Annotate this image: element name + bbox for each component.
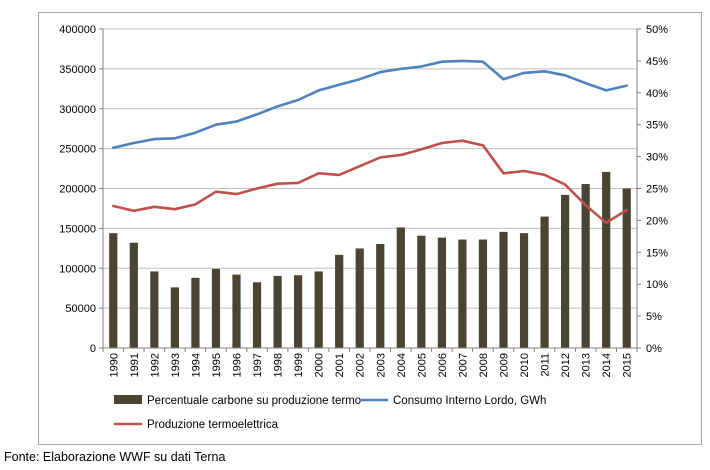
- bar: [191, 277, 200, 348]
- x-axis-tick-label: 1991: [129, 353, 141, 377]
- bar: [602, 171, 611, 348]
- right-axis-tick-label: 10%: [646, 279, 668, 291]
- bar: [417, 235, 426, 348]
- left-axis-tick-label: 400000: [59, 24, 96, 36]
- series-line: [112, 139, 629, 225]
- series-line: [112, 59, 629, 150]
- bar: [478, 239, 488, 348]
- label-layer: 0 50000 100000 150000 200000 250000 300000 3500…: [59, 24, 668, 377]
- x-axis-tick-label: 2005: [416, 353, 428, 377]
- x-axis-tick-label: 2014: [601, 353, 613, 377]
- x-axis-tick-label: 2008: [478, 353, 490, 377]
- right-axis-tick-label: 15%: [646, 247, 668, 259]
- bar: [437, 237, 446, 348]
- bar: [129, 242, 138, 348]
- left-axis-tick-label: 0: [90, 343, 96, 355]
- bar: [314, 271, 323, 348]
- bar: [540, 216, 549, 348]
- x-axis-tick-label: 2003: [375, 353, 387, 377]
- left-axis-tick-label: 250000: [59, 144, 96, 156]
- bar: [252, 282, 262, 348]
- x-axis-tick-label: 2009: [499, 353, 511, 377]
- bar: [622, 188, 631, 348]
- right-axis-tick-label: 35%: [646, 120, 668, 132]
- axis-layer: [99, 28, 641, 352]
- x-axis-tick-label: 2006: [437, 353, 449, 377]
- bar: [519, 233, 529, 348]
- left-axis-tick-label: 100000: [59, 263, 96, 275]
- bar: [294, 275, 303, 348]
- line-layer: [112, 59, 629, 225]
- right-axis-tick-label: 0%: [646, 343, 662, 355]
- x-axis-tick-label: 1994: [190, 353, 202, 377]
- right-axis-tick-label: 40%: [646, 88, 668, 100]
- right-axis-tick-label: 5%: [646, 311, 662, 323]
- bar: [561, 194, 570, 348]
- grid-layer: [103, 28, 637, 309]
- right-axis-tick-label: 50%: [646, 24, 668, 36]
- bar-layer: [109, 171, 631, 348]
- bar: [211, 268, 221, 348]
- bar: [499, 231, 508, 348]
- legend-label: Consumo Interno Lordo, GWh: [393, 395, 546, 407]
- x-axis-tick-label: 1993: [170, 353, 182, 377]
- x-axis-tick-label: 2010: [519, 353, 531, 377]
- bar: [150, 271, 159, 348]
- left-axis-tick-label: 200000: [59, 184, 96, 196]
- right-axis-tick-label: 30%: [646, 152, 668, 164]
- x-axis-tick-label: 1990: [108, 353, 120, 377]
- chart-svg: 0 50000 100000 150000 200000 250000 300000 3500…: [59, 24, 668, 431]
- left-axis-tick-label: 50000: [65, 303, 96, 315]
- x-axis-tick-label: 1997: [252, 353, 264, 377]
- x-axis-tick-label: 2002: [355, 353, 367, 377]
- right-axis-tick-label: 20%: [646, 215, 668, 227]
- right-axis-tick-label: 25%: [646, 184, 668, 196]
- x-axis-tick-label: 2013: [581, 353, 593, 377]
- bar: [109, 233, 118, 348]
- bar: [273, 275, 282, 348]
- bar: [581, 184, 590, 348]
- legend-layer: Percentuale carbone su produzione termo C…: [114, 395, 546, 431]
- x-axis-tick-label: 2001: [334, 353, 346, 377]
- x-axis-tick-label: 2011: [540, 353, 552, 377]
- x-axis-tick-label: 1996: [232, 353, 244, 377]
- x-axis-tick-label: 1999: [293, 353, 305, 377]
- left-axis-tick-label: 350000: [59, 64, 96, 76]
- bar: [335, 254, 344, 348]
- x-axis-tick-label: 2007: [457, 353, 469, 377]
- left-axis-tick-label: 150000: [59, 223, 96, 235]
- bar: [458, 239, 467, 348]
- x-axis-tick-label: 1998: [273, 353, 285, 377]
- right-axis-tick-label: 45%: [646, 56, 668, 68]
- x-axis-tick-label: 2000: [314, 353, 326, 377]
- legend-swatch-bar: [114, 395, 142, 404]
- x-axis-tick-label: 1995: [211, 353, 223, 377]
- legend-label: Produzione termoelettrica: [147, 419, 279, 431]
- bar: [355, 248, 364, 348]
- legend-label: Percentuale carbone su produzione termo: [147, 395, 361, 407]
- bar: [376, 244, 385, 348]
- bar: [170, 287, 179, 348]
- x-axis-tick-label: 2004: [396, 353, 408, 377]
- x-axis-tick-label: 2015: [622, 353, 634, 377]
- bar: [232, 274, 241, 348]
- bar: [396, 227, 405, 348]
- left-axis-tick-label: 300000: [59, 104, 96, 116]
- source-note: Fonte: Elaborazione WWF su dati Terna: [4, 450, 226, 464]
- x-axis-tick-label: 1992: [149, 353, 161, 377]
- chart-frame: 0 50000 100000 150000 200000 250000 300000 3500…: [38, 12, 702, 445]
- x-axis-tick-label: 2012: [560, 353, 572, 377]
